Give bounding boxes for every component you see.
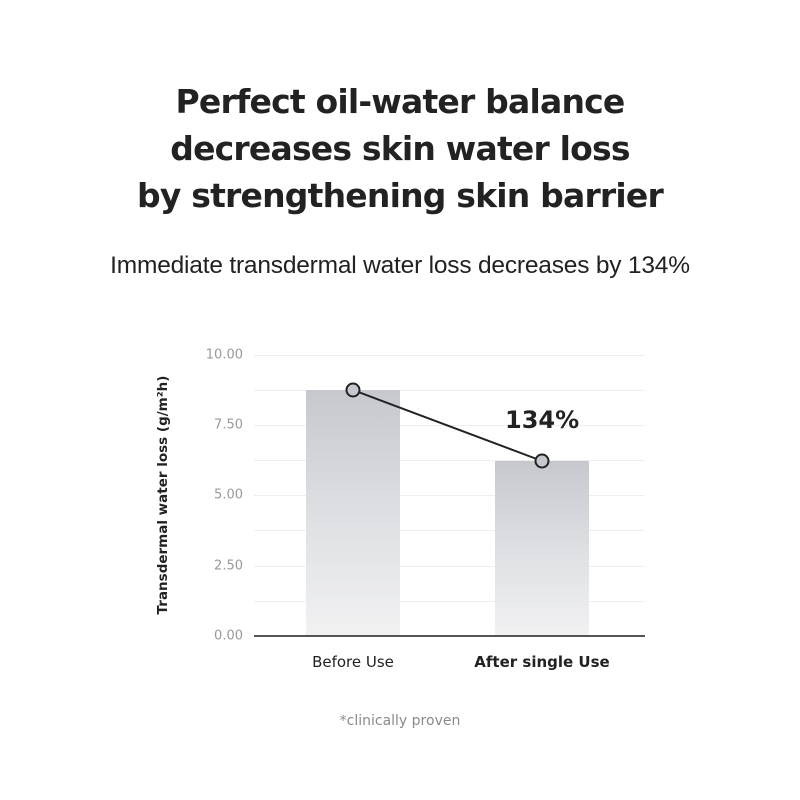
headline-line-1: Perfect oil-water balance <box>175 82 626 121</box>
gridline <box>254 460 645 461</box>
x-label-before-use: Before Use <box>312 653 394 671</box>
y-tick-7-5: 7.50 <box>214 417 243 433</box>
gridline <box>254 566 645 567</box>
subtitle: Immediate transdermal water loss decreas… <box>110 252 690 279</box>
y-tick-2-5: 2.50 <box>214 558 243 574</box>
x-axis <box>254 635 645 637</box>
marker-after <box>534 453 550 469</box>
headline: Perfect oil-water balance decreases skin… <box>0 78 800 219</box>
gridline <box>254 530 645 531</box>
gridline <box>254 355 645 356</box>
gridline <box>254 390 645 391</box>
percent-annotation: 134% <box>505 406 580 434</box>
gridline <box>254 601 645 602</box>
y-tick-0: 0.00 <box>214 628 243 644</box>
headline-line-2: decreases skin water loss <box>170 129 630 168</box>
y-tick-5: 5.00 <box>214 487 243 503</box>
y-tick-10: 10.00 <box>205 347 243 363</box>
y-axis-label: Transdermal water loss (g/m²h) <box>155 375 171 615</box>
footnote: *clinically proven <box>339 713 461 729</box>
x-label-after-single-use: After single Use <box>474 653 610 671</box>
headline-line-3: by strengthening skin barrier <box>137 176 664 215</box>
bar-before-use <box>306 390 400 636</box>
marker-before <box>345 382 361 398</box>
bar-after-single-use <box>495 461 589 636</box>
gridline <box>254 495 645 496</box>
